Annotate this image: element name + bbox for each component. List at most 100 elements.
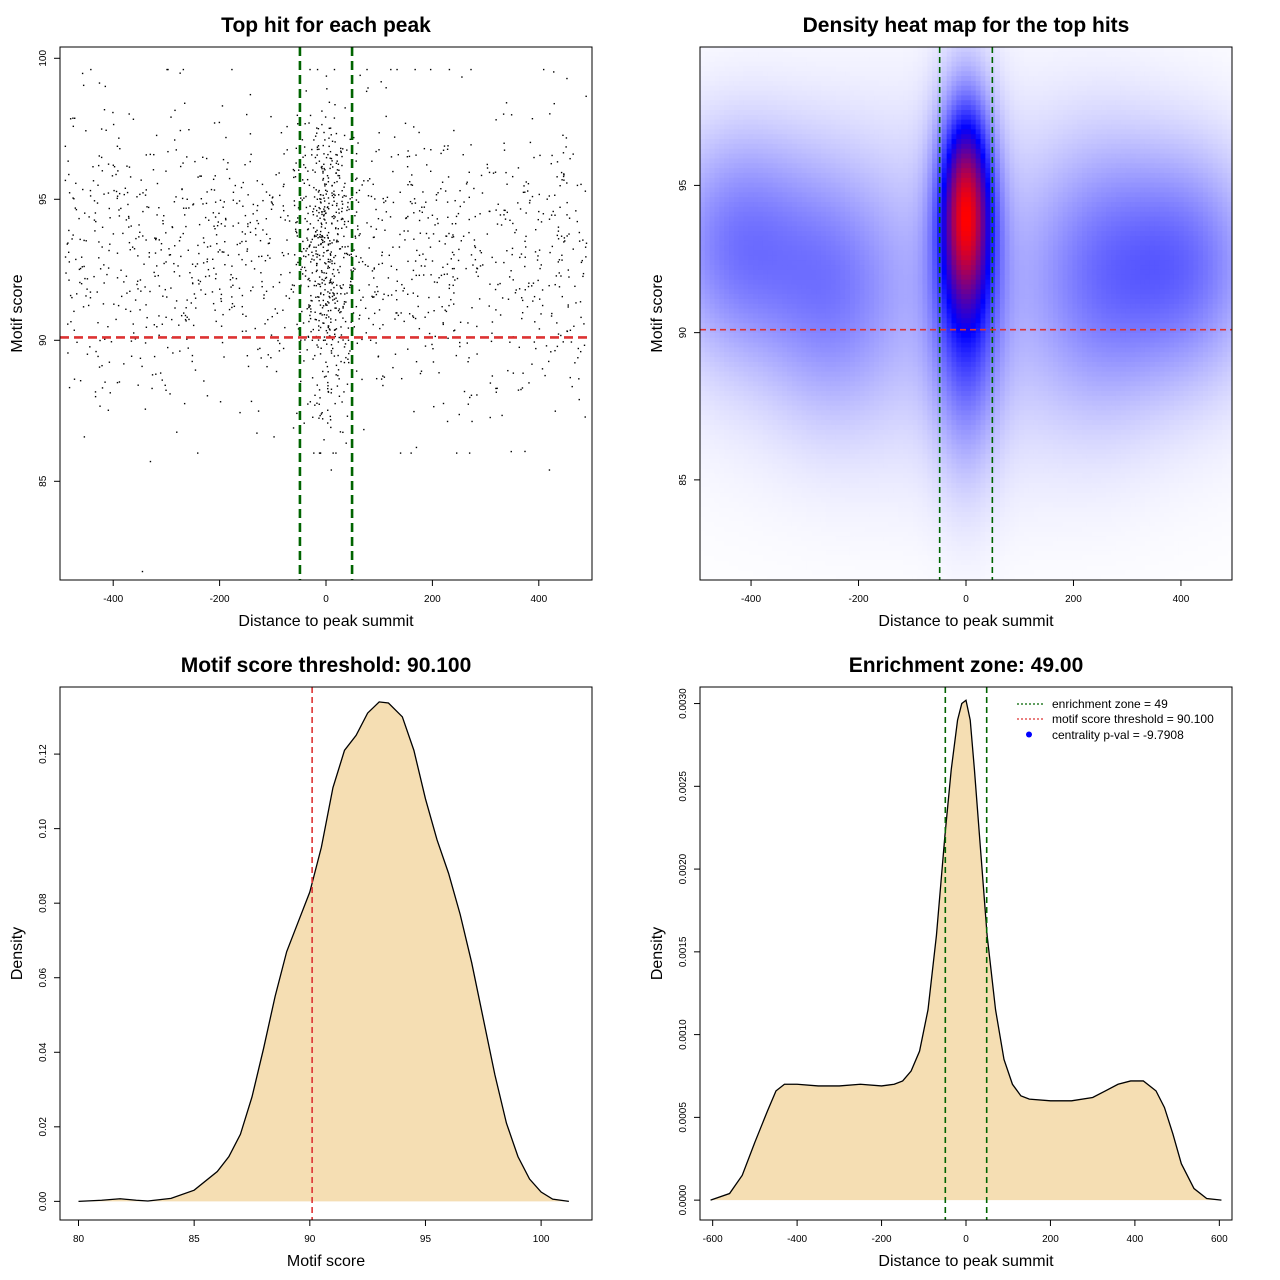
heatmap-cell bbox=[903, 119, 909, 126]
heatmap-cell bbox=[1091, 153, 1098, 160]
heatmap-cell bbox=[888, 119, 895, 126]
heatmap-cell bbox=[1057, 158, 1064, 164]
heatmap-cell bbox=[1053, 56, 1059, 63]
heatmap-cell bbox=[1101, 66, 1107, 72]
scatter-point bbox=[79, 281, 81, 284]
heatmap-cell bbox=[1028, 105, 1035, 111]
heatmap-cell bbox=[864, 129, 870, 135]
heatmap-cell bbox=[762, 143, 769, 150]
scatter-point bbox=[297, 328, 300, 330]
heatmap-cell bbox=[825, 148, 832, 155]
scatter-point bbox=[355, 305, 358, 308]
heatmap-cell bbox=[782, 163, 788, 169]
heatmap-cell bbox=[1120, 177, 1127, 184]
heatmap-cell bbox=[1014, 90, 1020, 97]
heatmap-cell bbox=[903, 177, 909, 184]
heatmap-cell bbox=[840, 109, 846, 116]
x-tick-label: 200 bbox=[424, 594, 441, 605]
heatmap-cell bbox=[738, 124, 745, 130]
heatmap-cell bbox=[845, 134, 851, 140]
heatmap-cell bbox=[1038, 129, 1044, 135]
scatter-point bbox=[541, 304, 544, 307]
heatmap-cell bbox=[922, 85, 928, 92]
heatmap-cell bbox=[1101, 163, 1107, 169]
heatmap-cell bbox=[980, 71, 986, 77]
heatmap-cell bbox=[825, 61, 832, 67]
heatmap-cell bbox=[801, 76, 807, 82]
heatmap-cell bbox=[1009, 158, 1015, 164]
heatmap-cell bbox=[883, 168, 890, 174]
scatter-point bbox=[345, 195, 347, 197]
heatmap-cell bbox=[791, 158, 798, 164]
heatmap-cell bbox=[806, 56, 812, 63]
scatter-point bbox=[510, 114, 513, 116]
heatmap-cell bbox=[1028, 66, 1035, 72]
heatmap-cell bbox=[1067, 177, 1073, 184]
heatmap-cell bbox=[704, 109, 711, 116]
scatter-point bbox=[252, 203, 255, 206]
heatmap-cell bbox=[738, 129, 745, 135]
heatmap-cell bbox=[946, 158, 953, 164]
heatmap-cell bbox=[1169, 61, 1175, 67]
scatter-point bbox=[326, 88, 328, 90]
scatter-point bbox=[300, 380, 302, 383]
scatter-point bbox=[506, 250, 508, 252]
heatmap-cell bbox=[709, 172, 716, 179]
heatmap-cell bbox=[704, 95, 711, 101]
heatmap-cell bbox=[796, 168, 803, 174]
heatmap-cell bbox=[1091, 109, 1098, 116]
scatter-point bbox=[278, 172, 280, 174]
scatter-point bbox=[576, 184, 579, 187]
scatter-point bbox=[480, 251, 483, 254]
scatter-point bbox=[318, 329, 320, 332]
heatmap-cell bbox=[1130, 139, 1136, 145]
scatter-point bbox=[448, 287, 451, 290]
heatmap-cell bbox=[714, 66, 720, 72]
scatter-panel: Top hit for each peak -400 -200 0 200 400859… bbox=[9, 14, 593, 630]
heatmap-cell bbox=[1072, 90, 1078, 97]
scatter-point bbox=[246, 250, 248, 252]
scatter-point bbox=[316, 256, 318, 258]
heatmap-cell bbox=[1130, 153, 1136, 160]
scatter-point bbox=[362, 296, 364, 298]
heatmap-cell bbox=[1111, 163, 1117, 169]
scatter-point bbox=[470, 394, 473, 396]
heatmap-cell bbox=[1169, 114, 1175, 121]
heatmap-cell bbox=[1227, 51, 1232, 58]
scatter-point bbox=[325, 156, 328, 159]
heatmap-cell bbox=[864, 177, 870, 184]
heatmap-cell bbox=[1217, 71, 1223, 77]
scatter-point bbox=[84, 277, 86, 280]
scatter-point bbox=[359, 74, 361, 77]
heatmap-cell bbox=[849, 172, 856, 179]
heatmap-cell bbox=[1091, 105, 1098, 111]
heatmap-cell bbox=[835, 139, 841, 145]
heatmap-cell bbox=[864, 76, 870, 82]
heatmap-cell bbox=[1198, 105, 1204, 111]
heatmap-cell bbox=[1111, 124, 1117, 130]
heatmap-cell bbox=[985, 71, 991, 77]
heatmap-cell bbox=[1096, 56, 1103, 63]
heatmap-cell bbox=[1154, 66, 1161, 72]
scatter-point bbox=[382, 324, 384, 326]
scatter-point bbox=[562, 175, 565, 178]
heatmap-cell bbox=[709, 129, 716, 135]
scatter-point bbox=[566, 214, 568, 216]
heatmap-cell bbox=[733, 66, 740, 72]
scatter-point bbox=[262, 199, 264, 202]
scatter-point bbox=[219, 199, 222, 201]
heatmap-cell bbox=[729, 61, 735, 67]
heatmap-cell bbox=[758, 109, 764, 116]
scatter-point bbox=[542, 213, 545, 215]
scatter-point bbox=[333, 215, 335, 217]
heatmap-cell bbox=[1111, 172, 1117, 179]
heatmap-cell bbox=[956, 66, 962, 72]
heatmap-cell bbox=[1038, 56, 1044, 63]
scatter-point bbox=[451, 251, 454, 254]
heatmap-cell bbox=[816, 66, 822, 72]
heatmap-cell bbox=[835, 143, 841, 150]
heatmap-cell bbox=[1038, 134, 1044, 140]
heatmap-cell bbox=[966, 134, 972, 140]
scatter-point bbox=[325, 183, 327, 186]
heatmap-cell bbox=[840, 172, 846, 179]
